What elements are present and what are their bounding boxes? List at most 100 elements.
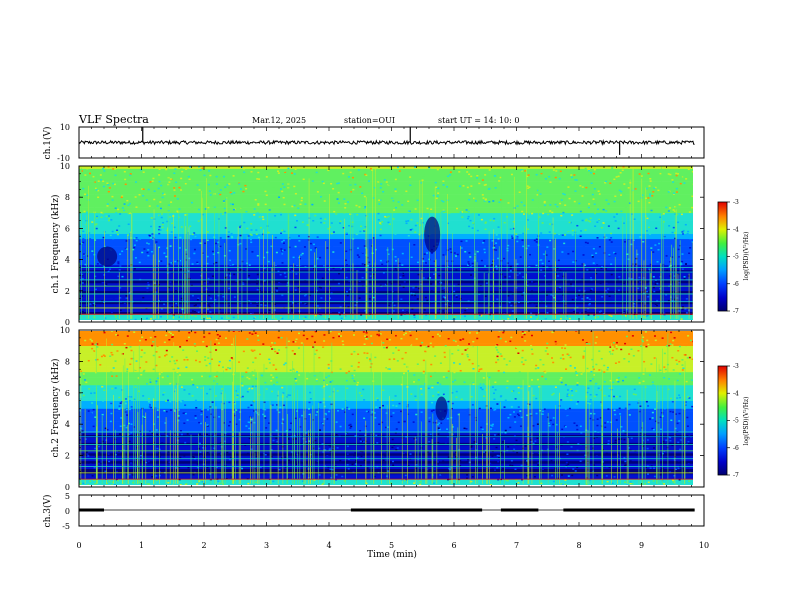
spectrogram-cell xyxy=(533,475,536,478)
spectrogram-cell xyxy=(496,454,499,457)
spectrogram-cell xyxy=(340,267,343,270)
spectrogram-cell xyxy=(476,229,479,232)
spectrogram-cell xyxy=(119,309,122,312)
spectrogram-cell xyxy=(270,448,273,451)
spectrogram-cell xyxy=(524,420,527,422)
spectrogram-cell xyxy=(688,356,691,359)
spectrogram-cell xyxy=(190,284,193,287)
spectrogram-cell xyxy=(223,287,226,289)
spectrogram-cell xyxy=(98,195,101,197)
spectrogram-cell xyxy=(653,335,656,337)
spectrogram-cell xyxy=(478,368,481,371)
spectrogram-cell xyxy=(283,272,286,275)
spectrogram-cell xyxy=(250,346,253,349)
spectrogram-cell xyxy=(334,253,337,256)
spectrogram-cell xyxy=(143,196,146,198)
spectrogram-cell xyxy=(671,256,674,258)
spectrogram-cell xyxy=(485,423,488,425)
spectrogram-cell xyxy=(491,299,494,302)
spectrogram-cell xyxy=(348,424,351,427)
spectrogram-cell xyxy=(279,316,282,319)
spectrogram-cell xyxy=(94,288,97,291)
spectrogram-cell xyxy=(647,296,650,298)
spectrogram-cell xyxy=(282,196,285,199)
spectrogram-cell xyxy=(130,423,133,425)
spectrogram-cell xyxy=(386,426,389,428)
spectrogram-cell xyxy=(684,244,687,247)
spectrogram-cell xyxy=(379,228,382,231)
spectrogram-cell xyxy=(454,255,457,257)
spectrogram-cell xyxy=(495,249,498,251)
spectrogram-cell xyxy=(408,461,411,464)
spectrogram-cell xyxy=(120,227,123,230)
spectrogram-cell xyxy=(125,397,128,399)
spectrogram-cell xyxy=(388,358,391,361)
spectrogram-cell xyxy=(83,193,86,196)
spectrogram-cell xyxy=(264,408,267,411)
spectrogram-cell xyxy=(342,260,345,263)
spectrogram-cell xyxy=(95,223,98,225)
start-time-label: start UT = 14: 10: 0 xyxy=(438,116,519,125)
spectrogram-cell xyxy=(481,194,484,196)
spectrogram-cell xyxy=(381,421,384,424)
ch1-ylabel: ch.1(V) xyxy=(42,127,53,160)
spectrogram-cell xyxy=(516,273,519,275)
spectrogram-cell xyxy=(395,260,398,262)
spectrogram-cell xyxy=(151,344,154,347)
spectrogram-cell xyxy=(597,316,600,318)
spectrogram-cell xyxy=(503,221,506,224)
spectrogram-cell xyxy=(561,251,564,253)
spectrogram-cell xyxy=(375,281,378,283)
spectrogram-cell xyxy=(611,167,614,170)
spectrogram-cell xyxy=(533,239,536,242)
spectrogram-cell xyxy=(636,451,639,454)
spectrogram-cell xyxy=(203,213,206,216)
spectrogram-cell xyxy=(243,171,246,174)
spectrogram-cell xyxy=(291,302,294,304)
spectrogram-cell xyxy=(96,215,99,218)
spectrogram-cell xyxy=(237,474,240,476)
spectrogram-cell xyxy=(208,317,211,320)
spectrogram-cell xyxy=(216,336,219,339)
spectrogram-cell xyxy=(414,208,417,210)
spectrogram-cell xyxy=(690,470,693,472)
spectrogram-cell xyxy=(365,410,368,413)
spectrogram-cell xyxy=(171,271,174,274)
spectrogram-cell xyxy=(379,223,382,225)
spectrogram-cell xyxy=(610,263,613,265)
spectrogram-cell xyxy=(111,199,114,201)
spectrogram-cell xyxy=(431,309,434,312)
spectrogram-cell xyxy=(585,483,588,485)
spectrogram-cell xyxy=(110,351,113,354)
spectrogram-cell xyxy=(454,340,457,343)
spectrogram-cell xyxy=(635,375,638,377)
spectrogram-cell xyxy=(531,212,534,215)
spectrogram-cell xyxy=(539,409,542,412)
spectrogram-cell xyxy=(419,483,422,485)
spectrogram-cell xyxy=(596,424,599,427)
spectrogram-cell xyxy=(259,226,262,229)
spectrogram-cell xyxy=(79,375,82,378)
spectrogram-cell xyxy=(269,345,272,348)
spectrogram-cell xyxy=(203,342,206,345)
spectrogram-cell xyxy=(413,244,416,246)
spectrogram-cell xyxy=(247,406,250,409)
spectrogram-cell xyxy=(606,291,609,293)
spectrogram-cell xyxy=(270,245,273,248)
spectrogram-cell xyxy=(180,266,183,268)
spectrogram-cell xyxy=(111,180,114,182)
spectrogram-cell xyxy=(219,453,222,455)
spectrogram-cell xyxy=(121,195,124,197)
spectrogram-cell xyxy=(180,189,183,191)
spectrogram-cell xyxy=(500,342,503,345)
spectrogram-cell xyxy=(618,296,621,299)
spectrogram-cell xyxy=(212,253,215,256)
spectrogram-cell xyxy=(460,247,463,249)
spectrogram-cell xyxy=(466,355,469,358)
spectrogram-cell xyxy=(689,440,692,443)
spectrogram-cell xyxy=(541,215,544,217)
spectrogram-cell xyxy=(663,376,666,379)
spectrogram-cell xyxy=(529,413,532,415)
spectrogram-cell xyxy=(520,361,523,363)
spectrogram-cell xyxy=(229,396,232,399)
